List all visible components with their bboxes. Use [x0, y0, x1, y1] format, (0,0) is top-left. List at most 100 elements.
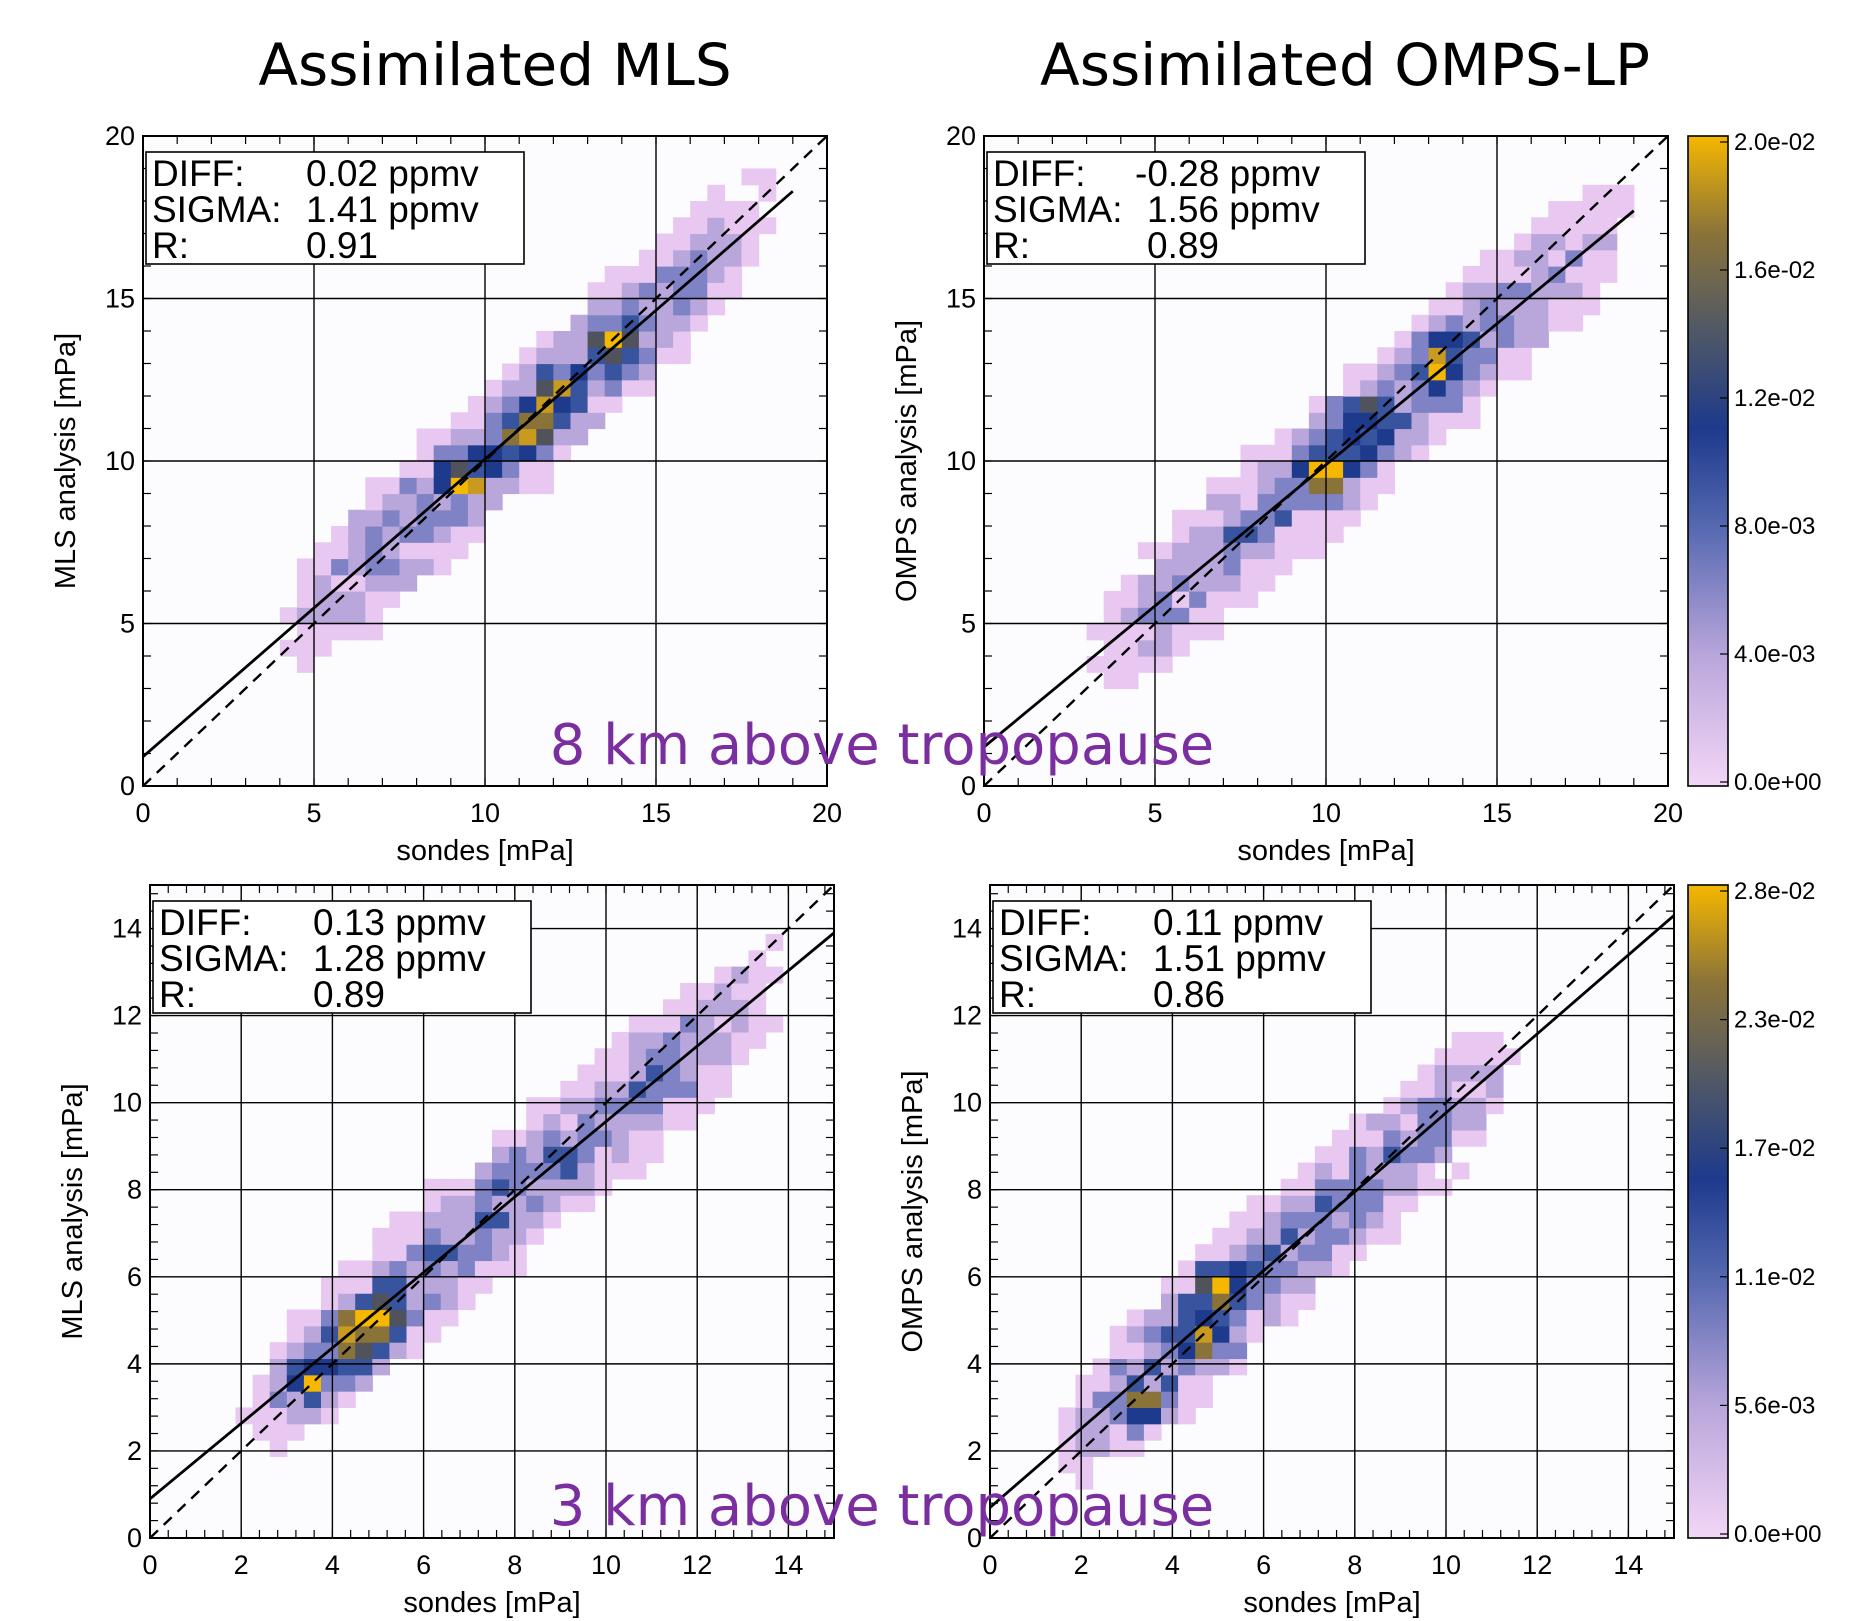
- density-cell: [474, 1244, 493, 1262]
- density-cell: [1161, 1374, 1179, 1392]
- density-cell: [269, 1440, 288, 1457]
- density-cell: [1428, 396, 1447, 413]
- density-cell: [1120, 623, 1139, 641]
- density-cell: [560, 1097, 579, 1115]
- x-tick-label: 8: [507, 1550, 522, 1580]
- density-cell: [1109, 1325, 1128, 1343]
- density-cell: [1445, 363, 1464, 381]
- density-cell: [423, 1325, 442, 1343]
- density-cell: [1485, 1031, 1504, 1049]
- stats-value-diff: -0.28 ppmv: [1135, 153, 1321, 194]
- density-cell: [1246, 1211, 1265, 1229]
- density-cell: [509, 1227, 527, 1245]
- x-tick-label: 2: [234, 1550, 249, 1580]
- x-tick-label: 5: [1147, 798, 1162, 828]
- density-cell: [1548, 314, 1566, 332]
- density-cell: [509, 1211, 527, 1229]
- density-cell: [1212, 1260, 1230, 1278]
- density-cell: [1126, 1407, 1145, 1425]
- density-cell: [570, 379, 589, 397]
- stats-box: [986, 151, 1366, 265]
- density-cell: [707, 217, 725, 235]
- density-cell: [1240, 574, 1259, 592]
- density-cell: [536, 363, 554, 381]
- density-cell: [1400, 1097, 1419, 1115]
- density-cell: [1257, 477, 1276, 495]
- density-cell: [1434, 1064, 1453, 1082]
- y-tick-label: 20: [105, 121, 135, 151]
- x-tick-label: 5: [306, 798, 321, 828]
- density-cell: [492, 1260, 510, 1278]
- density-cell: [1434, 1178, 1453, 1196]
- density-cell: [372, 1342, 390, 1360]
- density-cell: [621, 347, 640, 365]
- density-cell: [604, 363, 623, 381]
- density-cell: [467, 412, 486, 430]
- density-cell: [416, 428, 435, 446]
- density-cell: [1223, 509, 1242, 527]
- density-cell: [707, 184, 725, 202]
- colorbars: 2.0e-02 1.6e-02 1.2e-02 8.0e-03 4.0e-03 0.0e+…: [1687, 129, 1821, 1548]
- density-cell: [1497, 249, 1515, 267]
- stats-label-sigma: SIGMA:: [993, 189, 1123, 230]
- density-cell: [680, 1097, 698, 1115]
- density-cell: [1058, 1423, 1077, 1441]
- density-cell: [1291, 461, 1310, 478]
- density-cell: [457, 1195, 476, 1213]
- density-cell: [638, 282, 657, 300]
- stats-value-r: 0.86: [1153, 974, 1225, 1015]
- density-cell: [1485, 1080, 1504, 1098]
- density-cell: [457, 1244, 476, 1262]
- density-cell: [628, 1129, 647, 1147]
- density-cell: [1451, 1113, 1470, 1131]
- density-cell: [1451, 1048, 1470, 1066]
- density-cell: [714, 1031, 732, 1049]
- density-cell: [338, 1358, 356, 1376]
- density-cell: [1462, 412, 1481, 430]
- density-cell: [1314, 1162, 1333, 1180]
- density-cell: [509, 1244, 527, 1262]
- density-cell: [467, 509, 486, 527]
- density-cell: [1126, 1423, 1145, 1441]
- stats-box: [145, 151, 525, 265]
- density-cell: [714, 1048, 732, 1066]
- y-tick-label: 2: [967, 1436, 982, 1466]
- density-cell: [1206, 591, 1224, 608]
- density-cell: [416, 444, 435, 462]
- density-cell: [382, 493, 401, 511]
- density-cell: [587, 379, 606, 397]
- density-cell: [1326, 428, 1344, 446]
- density-cell: [570, 314, 589, 332]
- density-cell: [1246, 1195, 1265, 1213]
- density-cell: [663, 1097, 681, 1115]
- density-cell: [1257, 574, 1276, 592]
- density-cell: [577, 1146, 596, 1164]
- density-cell: [1343, 396, 1361, 413]
- density-cell: [1343, 412, 1361, 430]
- density-cell: [1143, 1391, 1162, 1408]
- density-cell: [286, 1423, 305, 1441]
- density-cell: [543, 1211, 561, 1229]
- density-cell: [399, 493, 418, 511]
- density-cell: [382, 477, 401, 495]
- density-cell: [1291, 444, 1310, 462]
- density-cell: [1189, 509, 1207, 527]
- density-cell: [638, 331, 657, 348]
- density-cell: [1383, 1227, 1401, 1245]
- density-cell: [423, 1178, 442, 1196]
- density-cell: [406, 1293, 425, 1311]
- density-cell: [1349, 1195, 1367, 1213]
- density-cell: [663, 1080, 681, 1098]
- density-cell: [1531, 217, 1549, 235]
- density-cell: [382, 574, 401, 592]
- density-cell: [543, 1178, 561, 1196]
- density-cell: [474, 1162, 493, 1180]
- density-cell: [1155, 656, 1173, 673]
- density-cell: [1451, 1064, 1470, 1082]
- density-cell: [1308, 428, 1327, 446]
- density-cell: [621, 266, 640, 283]
- colorbar-tick-label: 2.3e-02: [1734, 1007, 1815, 1034]
- density-cell: [1411, 396, 1430, 413]
- density-cell: [1195, 1244, 1213, 1262]
